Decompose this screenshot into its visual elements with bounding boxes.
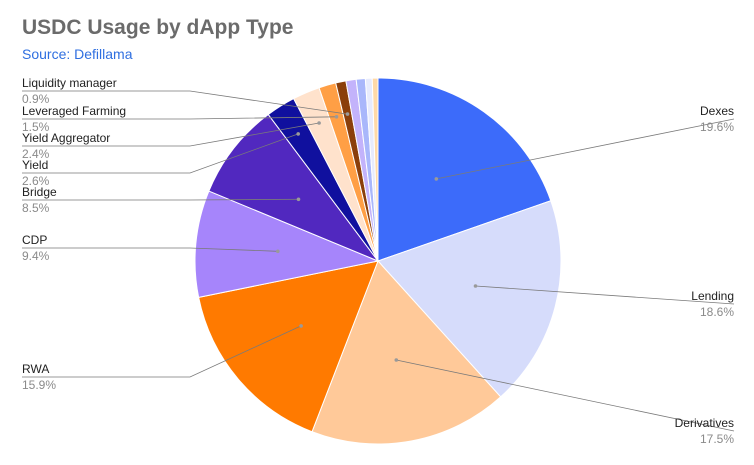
leader-dot-cdp xyxy=(276,249,280,254)
leader-line-dexes xyxy=(436,118,735,180)
slice-percent-yield: 2.6% xyxy=(22,174,50,188)
slice-label-lending: Lending xyxy=(691,289,734,303)
leader-dot-bridge xyxy=(296,197,301,202)
leader-dot-derivatives xyxy=(394,358,399,362)
slice-percent-yield-aggregator: 2.4% xyxy=(22,147,50,161)
slice-percent-dexes: 19.6% xyxy=(700,120,734,134)
pie-slice-dexes xyxy=(377,77,552,262)
slice-label-dexes: Dexes xyxy=(700,104,734,118)
leader-line-yield xyxy=(22,133,299,174)
slice-label-yield: Yield xyxy=(22,158,48,172)
leader-line-lending xyxy=(475,285,735,305)
leader-dot-leveraged-farming xyxy=(334,115,339,119)
leader-dot-yield-aggregator xyxy=(317,121,321,125)
slice-label-derivatives: Derivatives xyxy=(675,416,734,430)
leader-dot-dexes xyxy=(434,177,439,181)
slice-percent-cdp: 9.4% xyxy=(22,249,50,263)
leader-line-liquidity-manager xyxy=(22,90,348,115)
pie-slice-rwa xyxy=(198,260,379,433)
pie-slice-unlabeled-13 xyxy=(371,77,379,262)
slice-percent-bridge: 8.5% xyxy=(22,201,50,215)
slice-label-liquidity-manager: Liquidity manager xyxy=(22,76,117,90)
slice-label-cdp: CDP xyxy=(22,233,47,247)
pie-slice-lending xyxy=(377,200,562,398)
slice-percent-leveraged-farming: 1.5% xyxy=(22,120,50,134)
leader-dot-liquidity-manager xyxy=(345,112,350,116)
leader-line-yield-aggregator xyxy=(22,122,320,147)
chart-title: USDC Usage by dApp Type xyxy=(22,16,294,39)
chart-subtitle: Source: Defillama xyxy=(22,46,133,62)
leader-line-rwa xyxy=(22,325,302,378)
leader-line-derivatives xyxy=(396,359,735,432)
slice-label-leveraged-farming: Leveraged Farming xyxy=(22,104,126,118)
pie-slice-derivatives xyxy=(311,260,502,445)
leader-line-leveraged-farming xyxy=(22,116,337,120)
leader-line-cdp xyxy=(22,247,278,252)
leader-dot-yield xyxy=(296,132,301,136)
leader-dot-lending xyxy=(473,284,478,288)
pie-slice-cdp xyxy=(194,190,380,298)
slice-percent-rwa: 15.9% xyxy=(22,378,56,392)
leader-line-bridge xyxy=(22,198,299,201)
slice-percent-liquidity-manager: 0.9% xyxy=(22,92,50,106)
slice-label-yield-aggregator: Yield Aggregator xyxy=(22,131,110,145)
leader-dot-rwa xyxy=(299,324,303,328)
slice-label-rwa: RWA xyxy=(22,362,49,376)
slice-percent-lending: 18.6% xyxy=(700,305,734,319)
slice-label-bridge: Bridge xyxy=(22,185,57,199)
slice-percent-derivatives: 17.5% xyxy=(700,432,734,446)
